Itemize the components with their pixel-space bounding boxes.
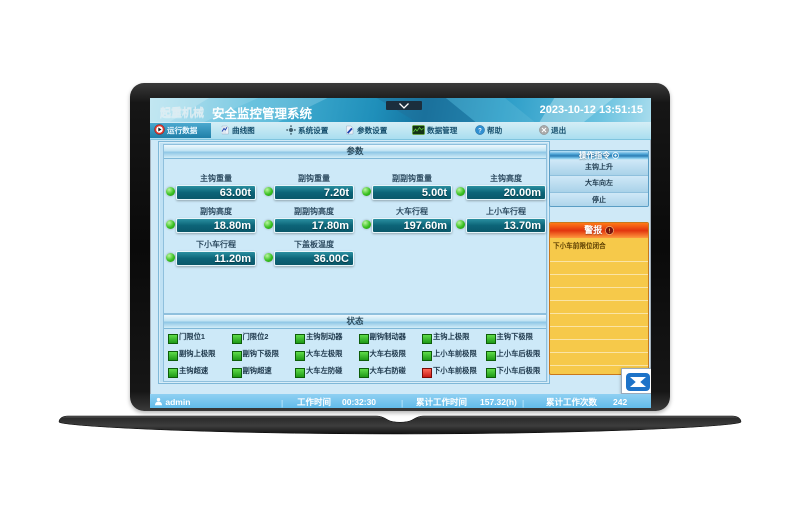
svg-text:?: ?: [478, 128, 482, 134]
svg-text:!: !: [608, 228, 610, 234]
